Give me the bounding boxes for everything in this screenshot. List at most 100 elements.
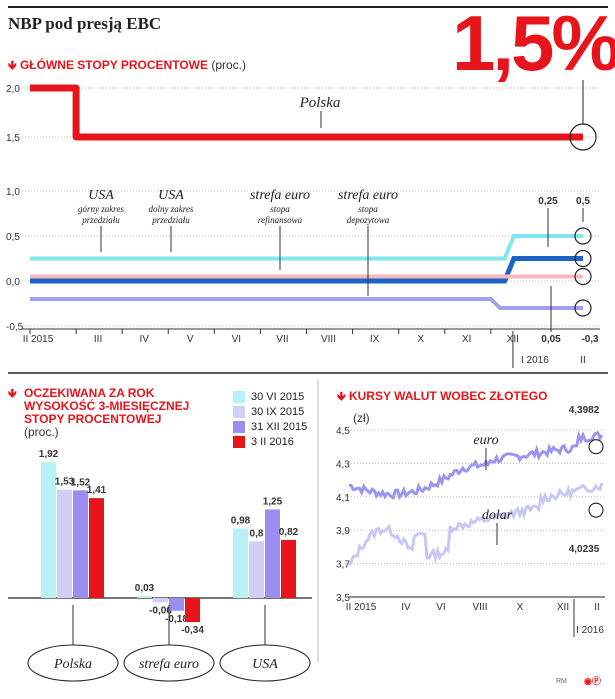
x-tick-label: II xyxy=(580,355,586,366)
down-arrow-icon: 🡻 xyxy=(8,386,17,400)
series-line-usa-lower xyxy=(30,256,583,284)
x-tick-label: II 2015 xyxy=(23,334,54,345)
series-label-title: strefa euro xyxy=(250,188,310,203)
legend-swatch xyxy=(233,390,245,403)
section2-heading: 🡻 OCZEKIWANA ZA ROK WYSOKOŚĆ 3-MIESIĘCZN… xyxy=(8,387,189,439)
x-tick-label: VIII xyxy=(472,602,487,613)
legend-swatch xyxy=(233,435,245,448)
x-tick-label: XI xyxy=(462,334,471,345)
series-label-sub: stopa xyxy=(270,204,290,214)
category-label: strefa euro xyxy=(139,657,199,672)
y-tick-label: 1,5 xyxy=(6,133,20,144)
series-label-title: USA xyxy=(88,188,114,203)
section1-unit: (proc.) xyxy=(211,58,247,72)
headline-value: 1,5% xyxy=(452,0,615,87)
bar xyxy=(137,595,152,598)
section2-title-line: STOPY PROCENTOWEJ xyxy=(24,412,162,426)
x-tick-label: X xyxy=(517,602,524,613)
bar-legend: 30 VI 2015 30 IX 2015 31 XII 2015 3 II 2… xyxy=(233,389,307,449)
x-tick-label: VIII xyxy=(321,334,336,345)
bar-value-label: 1,53 xyxy=(55,477,75,488)
legend-label: 30 VI 2015 xyxy=(251,390,305,403)
series-label-sub: depozytowa xyxy=(347,215,390,225)
x-tick-label: II 2015 xyxy=(346,602,377,613)
category-label: Polska xyxy=(53,657,92,672)
series-label-dolar: dolar xyxy=(482,508,513,523)
end-circle xyxy=(588,439,604,455)
series-label-sub: refinansowa xyxy=(258,215,303,225)
x-tick-label: VI xyxy=(436,602,445,613)
end-value-label: 0,25 xyxy=(538,196,558,207)
bar-value-label: 0,8 xyxy=(250,528,264,539)
bar xyxy=(249,541,264,598)
legend-label: 31 XII 2015 xyxy=(251,420,308,433)
series-label-sub: przedziału xyxy=(151,215,190,225)
bar-value-label: 1,41 xyxy=(87,485,107,496)
end-circle xyxy=(574,227,592,245)
series-line-euro xyxy=(348,430,604,501)
category-label: USA xyxy=(252,657,278,672)
y-tick-label: 4,5 xyxy=(336,426,350,437)
legend-label: 30 IX 2015 xyxy=(251,405,305,418)
end-value-label: 4,3982 xyxy=(569,405,600,416)
end-value-label: -0,3 xyxy=(581,334,599,345)
end-value-label: 4,0235 xyxy=(569,544,600,555)
bar xyxy=(169,598,184,611)
x-tick-label: XII xyxy=(557,602,569,613)
x-tick-label: VII xyxy=(276,334,288,345)
y-tick-label: 4,1 xyxy=(336,493,350,504)
bar xyxy=(41,462,56,598)
legend-item: 3 II 2016 xyxy=(233,434,307,449)
bar-value-label: -0,06 xyxy=(149,605,172,616)
x-tick-label: I 2016 xyxy=(521,355,549,366)
section3-title: KURSY WALUT WOBEC ZŁOTEGO xyxy=(348,389,548,403)
y-tick-label: 4,3 xyxy=(336,459,350,470)
series-line-polska xyxy=(30,84,583,141)
bar-value-label: 0,03 xyxy=(135,583,155,594)
x-tick-label: IV xyxy=(401,602,411,613)
end-value-label: 0,5 xyxy=(576,196,590,207)
bar xyxy=(73,490,88,598)
section1-title: GŁÓWNE STOPY PROCENTOWE xyxy=(19,58,208,72)
y-tick-label: 3,9 xyxy=(336,526,350,537)
bar-value-label: 1,92 xyxy=(39,449,59,460)
series-label-title: strefa euro xyxy=(338,188,398,203)
series-line-dolar xyxy=(347,482,604,567)
bar-value-label: 1,52 xyxy=(71,477,91,488)
y-tick-label: -0,5 xyxy=(6,322,24,333)
top-rule xyxy=(8,6,608,8)
end-circle xyxy=(574,249,592,268)
bar xyxy=(233,528,248,598)
bar xyxy=(89,498,104,598)
x-tick-label: VI xyxy=(232,334,241,345)
section2-title-line: OCZEKIWANA ZA ROK xyxy=(24,386,155,400)
bar xyxy=(265,509,280,598)
bar-value-label: 0,98 xyxy=(231,516,251,527)
end-circle xyxy=(574,299,592,317)
legend-item: 31 XII 2015 xyxy=(233,419,307,434)
series-label-sub: dolny zakres xyxy=(149,204,194,214)
down-arrow-icon: 🡻 xyxy=(337,389,346,403)
x-tick-label: III xyxy=(94,334,102,345)
credit: RM xyxy=(556,678,567,685)
series-label-polska: Polska xyxy=(299,95,341,111)
down-arrow-icon: 🡻 xyxy=(8,58,17,72)
section2-unit: (proc.) xyxy=(24,425,59,439)
section1-heading: 🡻 GŁÓWNE STOPY PROCENTOWE (proc.) xyxy=(8,56,246,77)
bar xyxy=(185,598,200,623)
x-tick-label: I 2016 xyxy=(576,625,604,636)
bar-value-label: 0,82 xyxy=(279,527,299,538)
x-tick-label: IV xyxy=(139,334,149,345)
y-tick-label: 0,5 xyxy=(6,232,20,243)
bar-value-label: 1,25 xyxy=(263,496,283,507)
section3-unit: (zł) xyxy=(353,411,370,425)
x-tick-label: X xyxy=(417,334,424,345)
series-line-usa-upper xyxy=(30,234,583,261)
publisher-logo-icon: ◉Ⓟ xyxy=(584,676,601,686)
x-tick-label: IX xyxy=(370,334,380,345)
section2-title-line: WYSOKOŚĆ 3-MIESIĘCZNEJ xyxy=(24,399,190,413)
section3-heading: 🡻 KURSY WALUT WOBEC ZŁOTEGO (zł) xyxy=(337,387,547,425)
bar xyxy=(281,539,296,598)
series-line-euro-deposit xyxy=(30,297,583,310)
